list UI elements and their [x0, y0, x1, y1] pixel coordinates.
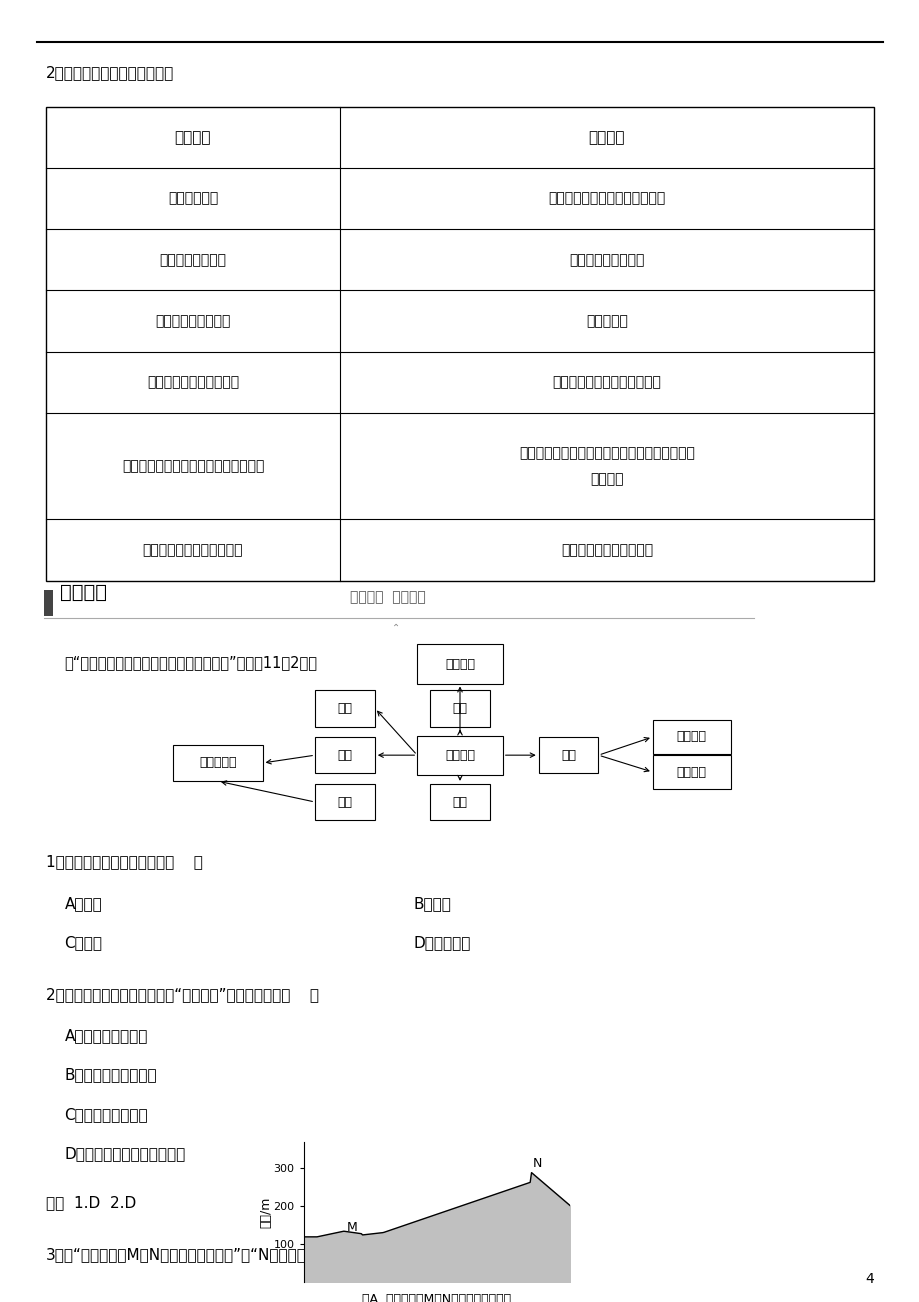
Bar	[539, 737, 598, 773]
Bar	[44, 590, 53, 616]
Bar	[417, 644, 502, 684]
Text: 农业现代化: 农业现代化	[199, 756, 236, 769]
Text: 调整产业结构，因地制宜选择开发重点: 调整产业结构，因地制宜选择开发重点	[121, 460, 264, 473]
Text: 电力工业: 电力工业	[676, 766, 706, 779]
Text: C．便利的航运条件: C．便利的航运条件	[64, 1107, 148, 1122]
Text: 训练检测  举一反三: 训练检测 举一反三	[349, 590, 425, 604]
Text: D．全国最大的电力供应基地: D．全国最大的电力供应基地	[64, 1146, 186, 1161]
Text: 经济发展: 经济发展	[590, 473, 623, 486]
Text: 控制工业及生活废弃物排放: 控制工业及生活废弃物排放	[142, 543, 243, 557]
Text: D．梯级开发: D．梯级开发	[414, 935, 471, 950]
Text: 建设水利工程: 建设水利工程	[167, 191, 218, 206]
Text: 航运: 航运	[452, 702, 467, 715]
Bar	[174, 745, 263, 781]
Text: 修建分洪、蓄洪区: 修建分洪、蓄洪区	[159, 253, 226, 267]
Text: 1．该河流开发的核心环节是（    ）: 1．该河流开发的核心环节是（ ）	[46, 854, 203, 870]
Text: 图A  田纳西河上M和N城之间地形剖面图: 图A 田纳西河上M和N城之间地形剖面图	[362, 1293, 511, 1302]
Bar	[417, 736, 502, 775]
Text: 读“田纳西河流域的综合开发与治理示意图”，完成11～2题。: 读“田纳西河流域的综合开发与治理示意图”，完成11～2题。	[64, 655, 317, 671]
Bar	[430, 690, 489, 727]
Text: 减少水土流失及河道泥沙淤积: 减少水土流失及河道泥沙淤积	[552, 375, 661, 389]
Text: 答案  1.D  2.D: 答案 1.D 2.D	[46, 1195, 136, 1211]
Text: 治理目的: 治理目的	[588, 130, 625, 145]
Text: A．丰富的矿产资源: A．丰富的矿产资源	[64, 1029, 148, 1044]
Text: 第三产业: 第三产业	[445, 658, 474, 671]
Text: M: M	[346, 1221, 357, 1234]
Text: A．发电: A．发电	[64, 896, 102, 911]
Text: B．旅游业的带动作用: B．旅游业的带动作用	[64, 1068, 157, 1083]
Text: ⌃: ⌃	[391, 622, 399, 633]
Text: 水电: 水电	[561, 749, 575, 762]
Bar	[430, 784, 489, 820]
Bar	[314, 737, 375, 773]
Bar	[652, 755, 730, 789]
Text: 治理措施: 治理措施	[175, 130, 211, 145]
Text: 4: 4	[864, 1272, 873, 1286]
Text: 防洪和航运: 防洪和航运	[585, 314, 628, 328]
Text: 保护自然植被，植树造林: 保护自然植被，植树造林	[147, 375, 239, 389]
Text: 2．河流综合治理的措施和目的: 2．河流综合治理的措施和目的	[46, 65, 174, 81]
Text: B．防洪: B．防洪	[414, 896, 451, 911]
Text: 防洪: 防洪	[337, 749, 352, 762]
Text: 修筑河堤，疏浚河道: 修筑河堤，疏浚河道	[155, 314, 231, 328]
Text: 减轻生产活动对区域生态环境的压力，促进流域: 减轻生产活动对区域生态环境的压力，促进流域	[518, 447, 694, 460]
Text: C．养殖: C．养殖	[64, 935, 102, 950]
Y-axis label: 海拔/m: 海拔/m	[259, 1197, 272, 1228]
Text: 梯级开发: 梯级开发	[445, 749, 474, 762]
Text: 旅游: 旅游	[337, 702, 352, 715]
Bar	[314, 690, 375, 727]
Text: 灶溉: 灶溉	[337, 796, 352, 809]
Bar	[46, 107, 873, 581]
Text: 3．读“田纳西河上M和N城之间地形剖面图”及“N城市的气候资料图”，完成下列问题。: 3．读“田纳西河上M和N城之间地形剖面图”及“N城市的气候资料图”，完成下列问题…	[46, 1247, 424, 1263]
Text: 养殖: 养殖	[452, 796, 467, 809]
Text: 冶金工业: 冶金工业	[676, 730, 706, 743]
Bar	[652, 720, 730, 754]
Bar	[314, 784, 375, 820]
Text: 开发水能，调蓄径流，加强灶溉: 开发水能，调蓄径流，加强灶溉	[548, 191, 664, 206]
Text: 调蓄洪水，减轻洪灾: 调蓄洪水，减轻洪灾	[569, 253, 644, 267]
Text: 减轻河水污染，提高水质: 减轻河水污染，提高水质	[561, 543, 652, 557]
Text: N: N	[532, 1157, 542, 1170]
Text: 2．田纳西河两岸能够形成一条“工业走廊”，主要得益于（    ）: 2．田纳西河两岸能够形成一条“工业走廊”，主要得益于（ ）	[46, 987, 319, 1003]
Text: 基础自测: 基础自测	[60, 583, 107, 603]
